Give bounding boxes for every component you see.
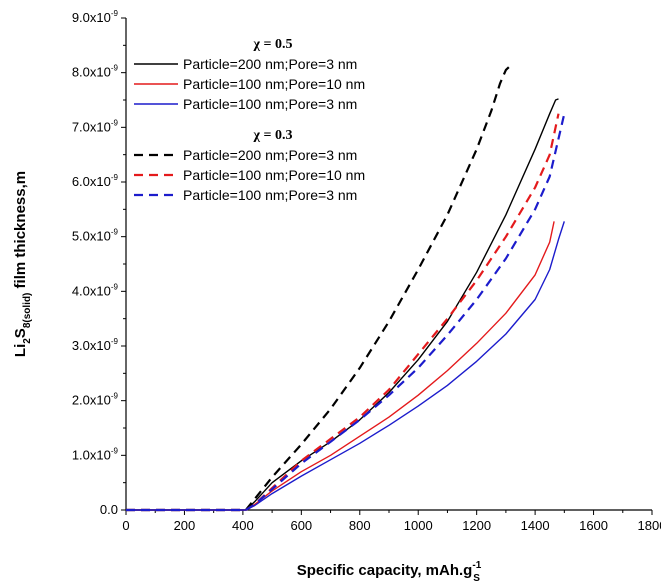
y-tick-label: 8.0x10-9 [72, 64, 119, 80]
legend-label: Particle=100 nm;Pore=3 nm [183, 96, 357, 112]
x-tick-label: 1600 [579, 518, 608, 533]
y-tick-label: 4.0x10-9 [72, 282, 119, 298]
y-ticks: 0.0 1.0x10-9 2.0x10-9 3.0x10-9 4.0x10-9 5.0x1… [72, 9, 126, 517]
x-tick-label: 1000 [404, 518, 433, 533]
legend-label: Particle=200 nm;Pore=3 nm [183, 56, 357, 72]
y-axis-title: Li2S8(solid) film thickness,m [12, 171, 33, 357]
series-line-2 [126, 221, 565, 511]
x-tick-label: 200 [174, 518, 196, 533]
x-tick-label: 1200 [462, 518, 491, 533]
x-tick-label: 1400 [521, 518, 550, 533]
legend: χ = 0.5 Particle=200 nm;Pore=3 nm Particle… [134, 37, 365, 203]
x-tick-label: 400 [232, 518, 254, 533]
y-tick-label: 6.0x10-9 [72, 173, 119, 189]
x-tick-label: 600 [290, 518, 312, 533]
series-line-5 [126, 113, 566, 512]
y-tick-label: 3.0x10-9 [72, 337, 119, 353]
x-axis-title: Specific capacity, mAh.g-1 S [297, 560, 482, 584]
legend-label: Particle=200 nm;Pore=3 nm [183, 147, 357, 163]
series-line-1 [126, 221, 555, 511]
legend-label: Particle=100 nm;Pore=3 nm [183, 187, 357, 203]
x-tick-label: 800 [349, 518, 371, 533]
legend-label: Particle=100 nm;Pore=10 nm [183, 76, 365, 92]
legend-group-title: χ = 0.5 [253, 37, 293, 52]
y-tick-label: 1.0x10-9 [72, 446, 119, 462]
y-tick-label: 9.0x10-9 [72, 9, 119, 25]
y-tick-label: 0.0 [100, 502, 118, 517]
legend-group-title: χ = 0.3 [253, 128, 293, 143]
series-lines [126, 66, 566, 512]
x-tick-label: 0 [122, 518, 129, 533]
y-tick-label: 2.0x10-9 [72, 392, 119, 408]
y-tick-label: 7.0x10-9 [72, 118, 119, 134]
y-tick-label: 5.0x10-9 [72, 228, 119, 244]
series-line-3 [126, 66, 510, 512]
series-line-0 [126, 98, 559, 511]
legend-label: Particle=100 nm;Pore=10 nm [183, 167, 365, 183]
